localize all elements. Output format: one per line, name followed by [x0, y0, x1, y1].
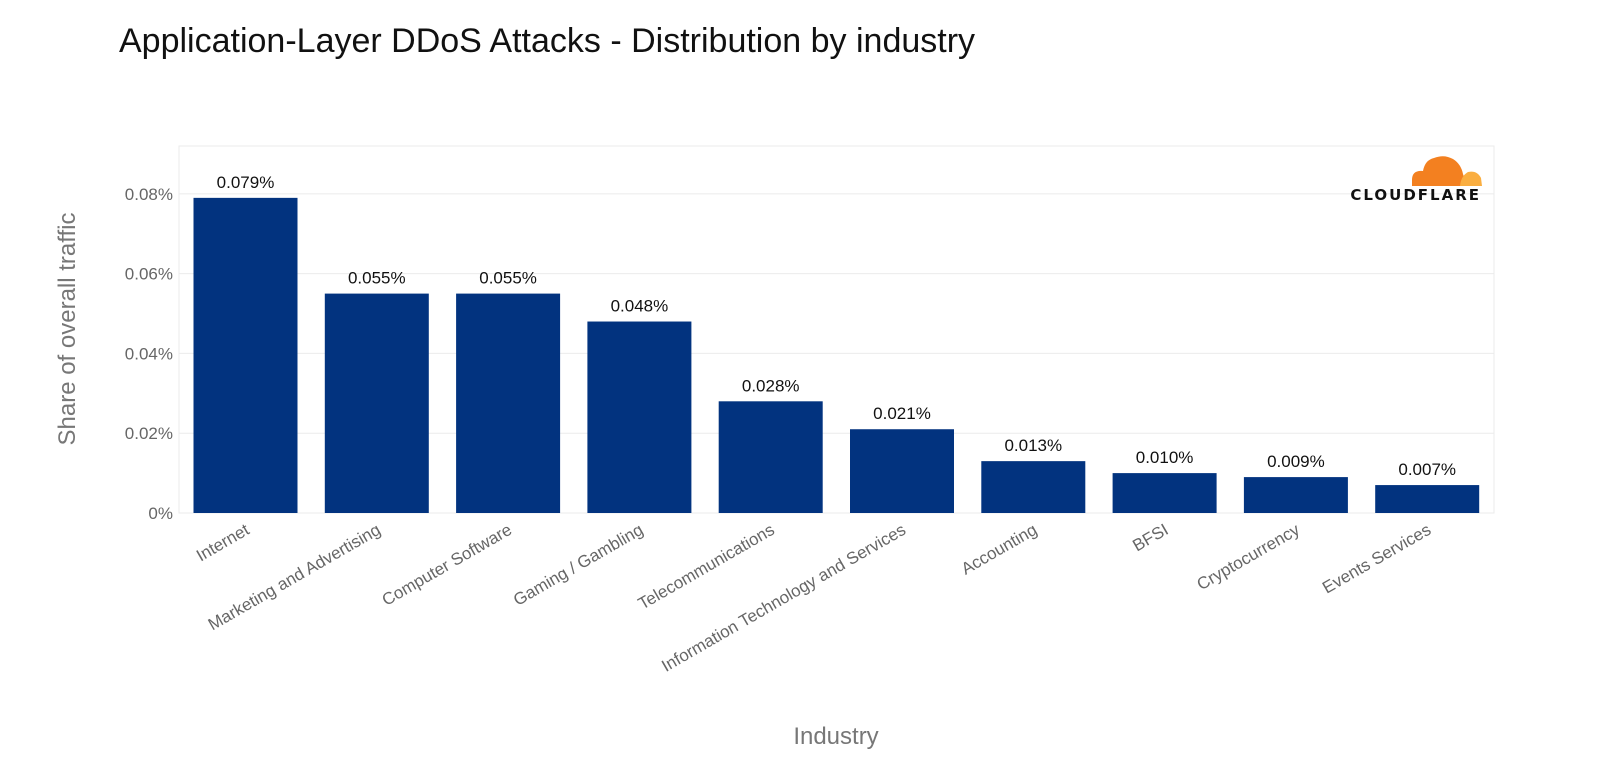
y-tick-label: 0% — [148, 504, 173, 523]
bar — [456, 293, 561, 513]
data-label: 0.021% — [873, 404, 931, 423]
y-axis-ticks: 0% 0.02% 0.04% 0.06% 0.08% — [125, 185, 173, 523]
data-label: 0.010% — [1136, 448, 1194, 467]
plot-frame — [178, 145, 1495, 514]
logo-wordmark: CLOUDFLARE — [1350, 186, 1481, 204]
y-tick-label: 0.08% — [125, 185, 173, 204]
bar — [1243, 477, 1348, 513]
data-label: 0.055% — [348, 269, 406, 288]
x-category-label: Information Technology and Services — [658, 520, 909, 676]
y-tick-label: 0.04% — [125, 344, 173, 363]
bar — [1112, 473, 1217, 513]
x-category-label: Internet — [193, 520, 253, 565]
data-label: 0.055% — [479, 269, 537, 288]
x-category-label: Telecommunications — [635, 520, 778, 613]
y-tick-label: 0.06% — [125, 265, 173, 284]
data-label: 0.048% — [611, 297, 669, 316]
bar — [1375, 485, 1480, 513]
chart-title: Application-Layer DDoS Attacks - Distrib… — [119, 22, 976, 60]
data-label: 0.028% — [742, 376, 800, 395]
x-category-label: BFSI — [1129, 520, 1171, 555]
bar — [850, 429, 954, 513]
bar — [981, 461, 1086, 513]
x-category-label: Gaming / Gambling — [510, 520, 646, 610]
bar — [587, 321, 692, 513]
x-category-label: Computer Software — [379, 520, 515, 610]
x-category-label: Accounting — [958, 520, 1040, 579]
y-tick-label: 0.02% — [125, 424, 173, 443]
bars — [193, 197, 1480, 513]
bar — [718, 401, 823, 513]
data-labels: 0.079% 0.055% 0.055% 0.048% 0.028% 0.021% 0.01… — [217, 173, 1456, 479]
bar — [193, 197, 298, 513]
bar — [324, 293, 429, 513]
x-category-label: Cryptocurrency — [1194, 520, 1304, 594]
x-category-label: Events Services — [1319, 520, 1434, 597]
cloud-icon — [1412, 156, 1482, 186]
y-axis-title: Share of overall traffic — [54, 212, 81, 445]
x-axis-title: Industry — [793, 723, 878, 750]
data-label: 0.079% — [217, 173, 275, 192]
data-label: 0.013% — [1004, 436, 1062, 455]
data-label: 0.007% — [1398, 460, 1456, 479]
cloudflare-logo: CLOUDFLARE — [1350, 156, 1482, 204]
data-label: 0.009% — [1267, 452, 1325, 471]
